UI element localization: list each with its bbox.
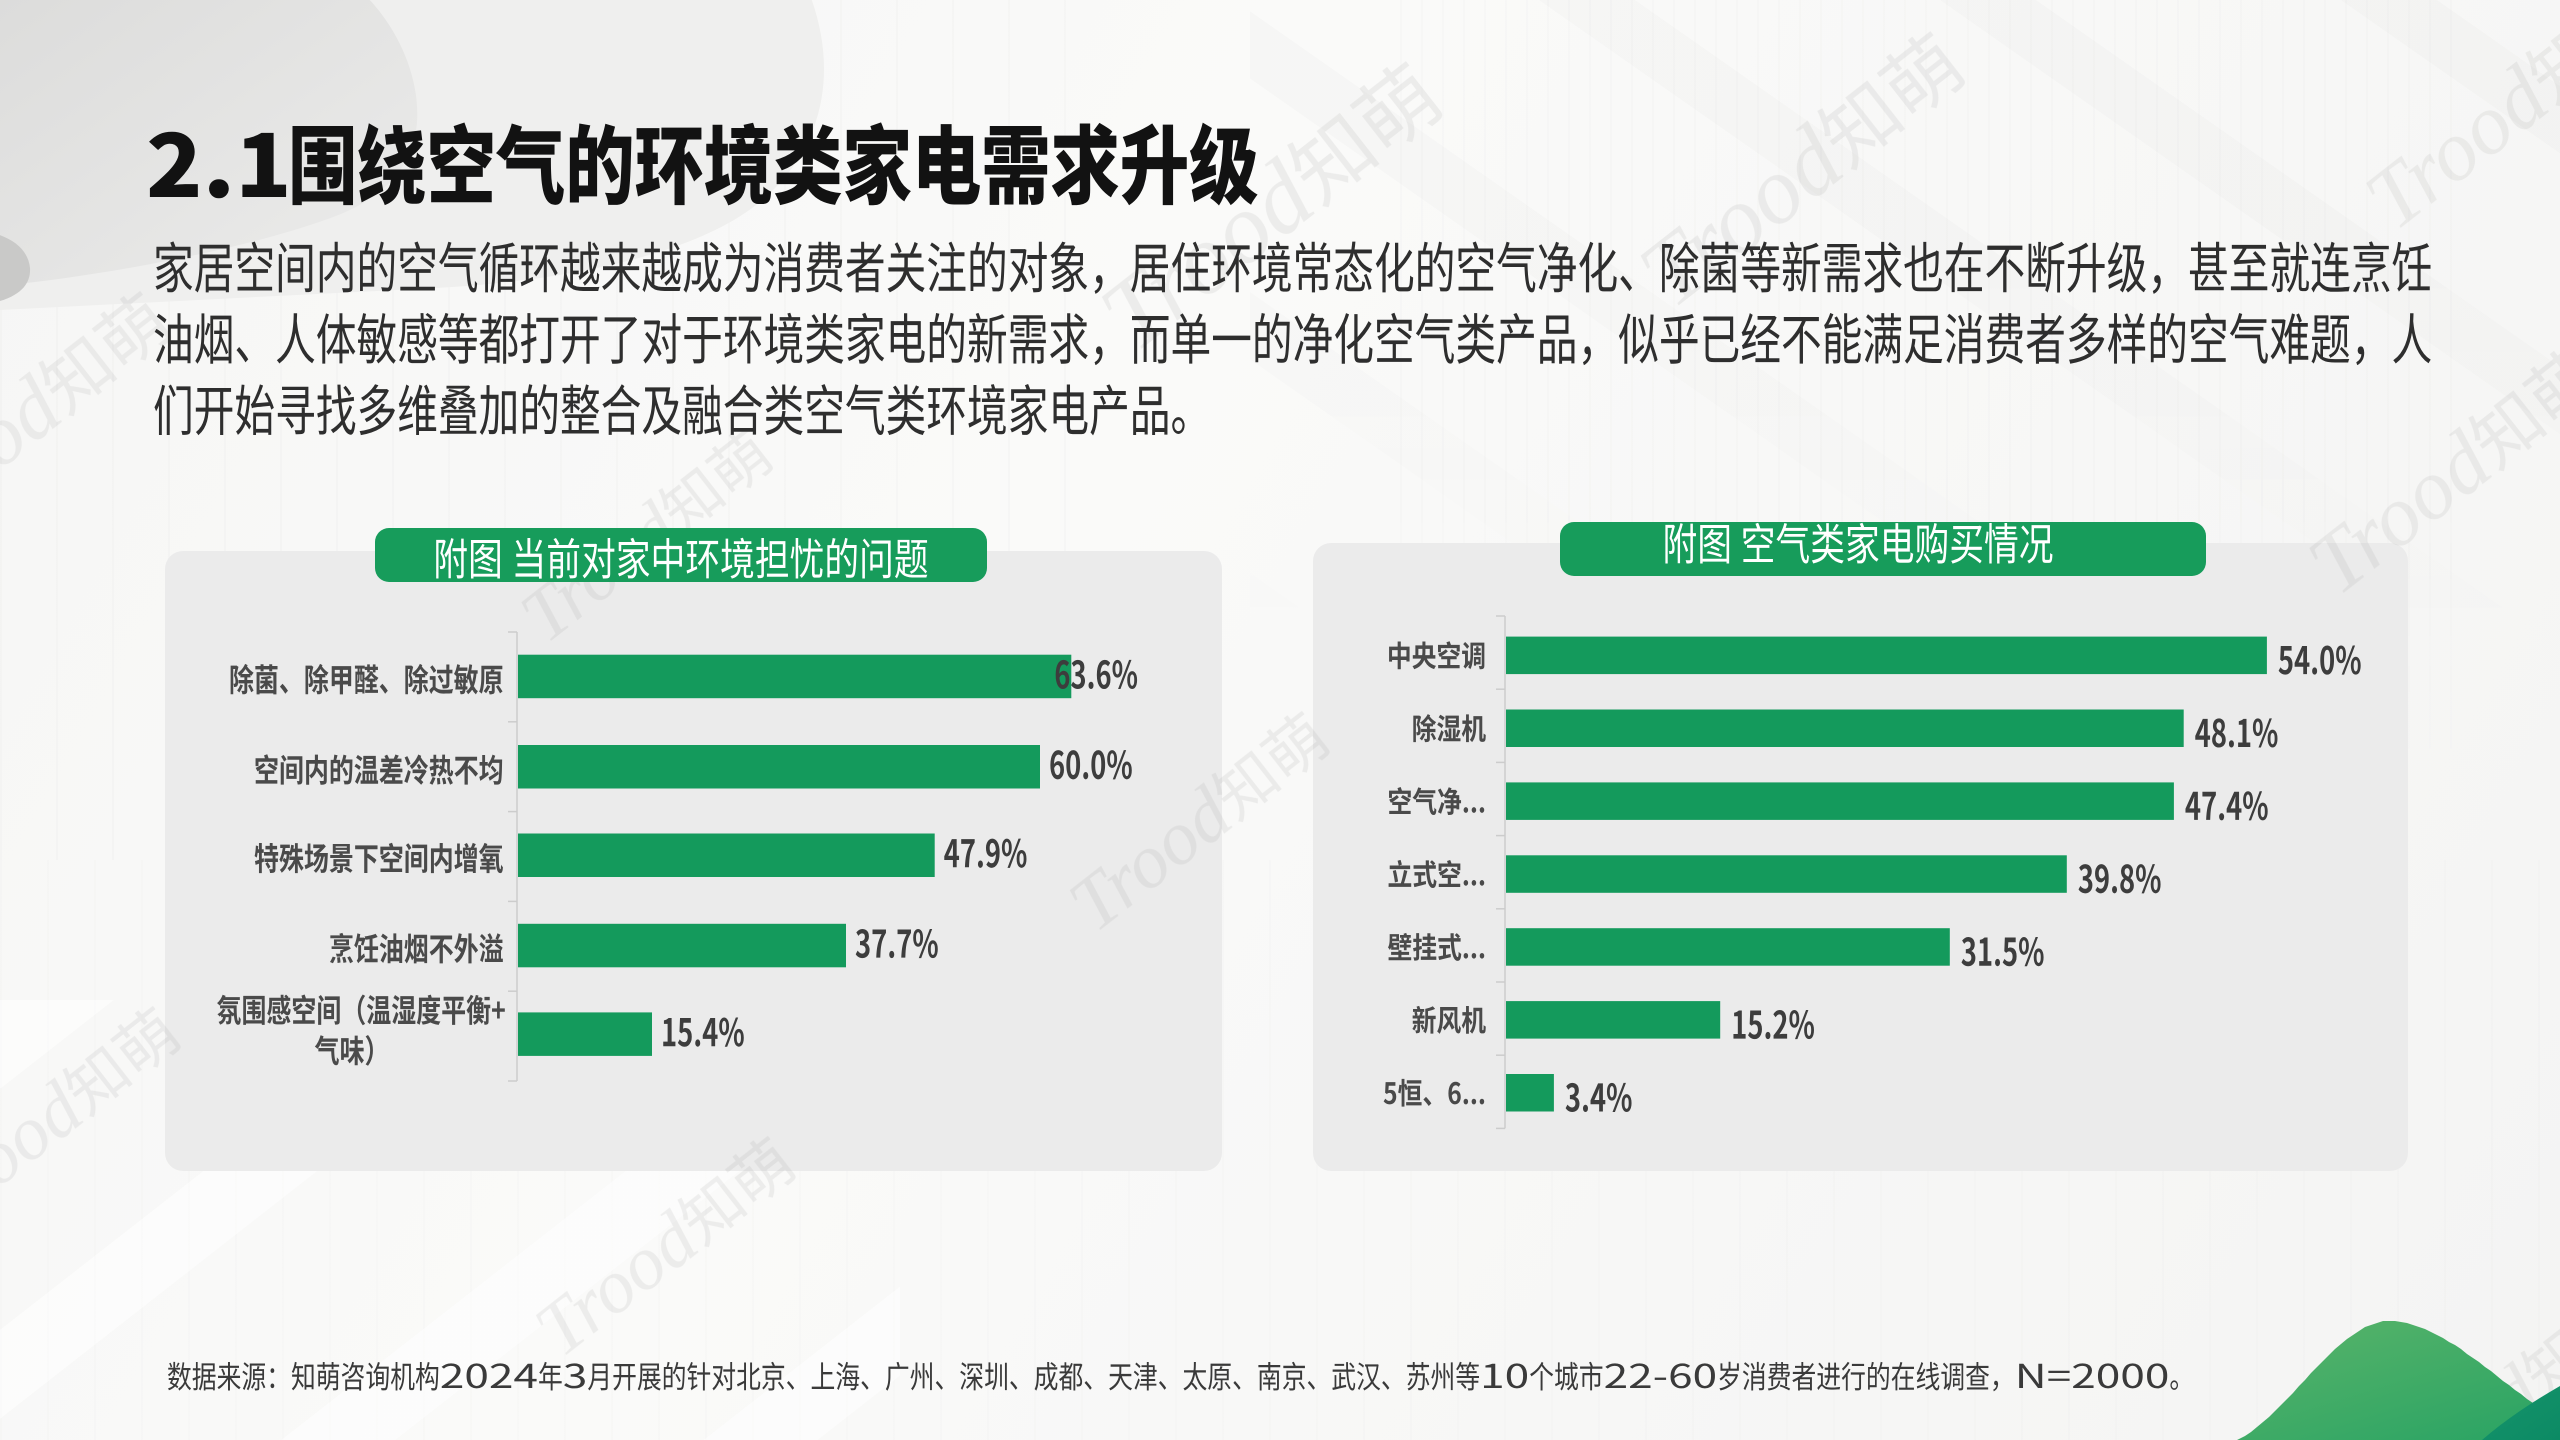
svg-text:Trood: Trood bbox=[520, 1196, 713, 1373]
svg-text:Trood: Trood bbox=[2348, 49, 2560, 247]
svg-text:Trood: Trood bbox=[1620, 105, 1862, 326]
svg-text:Trood: Trood bbox=[0, 1066, 98, 1243]
